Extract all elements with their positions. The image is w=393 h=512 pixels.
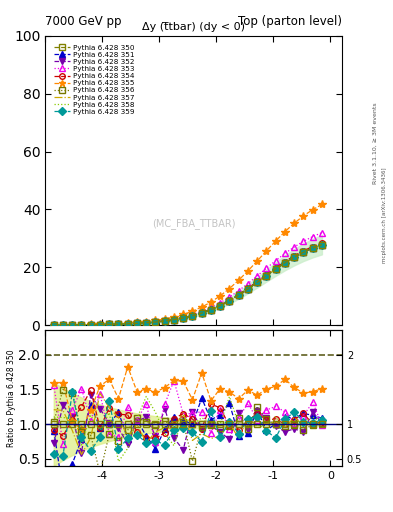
Text: Top (parton level): Top (parton level)	[238, 15, 342, 28]
Text: mcplots.cern.ch [arXiv:1306.3436]: mcplots.cern.ch [arXiv:1306.3436]	[382, 167, 387, 263]
Legend: Pythia 6.428 350, Pythia 6.428 351, Pythia 6.428 352, Pythia 6.428 353, Pythia 6: Pythia 6.428 350, Pythia 6.428 351, Pyth…	[52, 42, 136, 117]
Text: Rivet 3.1.10, ≥ 3M events: Rivet 3.1.10, ≥ 3M events	[373, 102, 378, 184]
Y-axis label: Ratio to Pythia 6.428 350: Ratio to Pythia 6.428 350	[7, 349, 16, 447]
Text: (MC_FBA_TTBAR): (MC_FBA_TTBAR)	[152, 219, 235, 229]
Text: 7000 GeV pp: 7000 GeV pp	[45, 15, 122, 28]
Title: Δy (t̅̅tbar) (dy < 0): Δy (t̅̅tbar) (dy < 0)	[142, 23, 245, 32]
